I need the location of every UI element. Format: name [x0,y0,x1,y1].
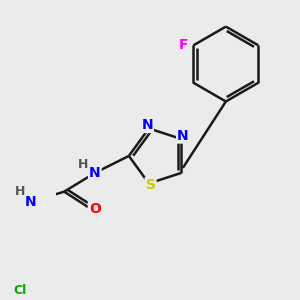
Text: N: N [177,128,189,142]
Text: O: O [89,202,101,216]
Text: Cl: Cl [13,284,27,297]
Text: N: N [24,195,36,209]
Text: S: S [146,178,156,192]
Text: H: H [15,185,25,198]
Text: N: N [89,166,100,180]
Text: F: F [179,38,188,52]
Text: H: H [78,158,88,171]
Text: N: N [141,118,153,132]
